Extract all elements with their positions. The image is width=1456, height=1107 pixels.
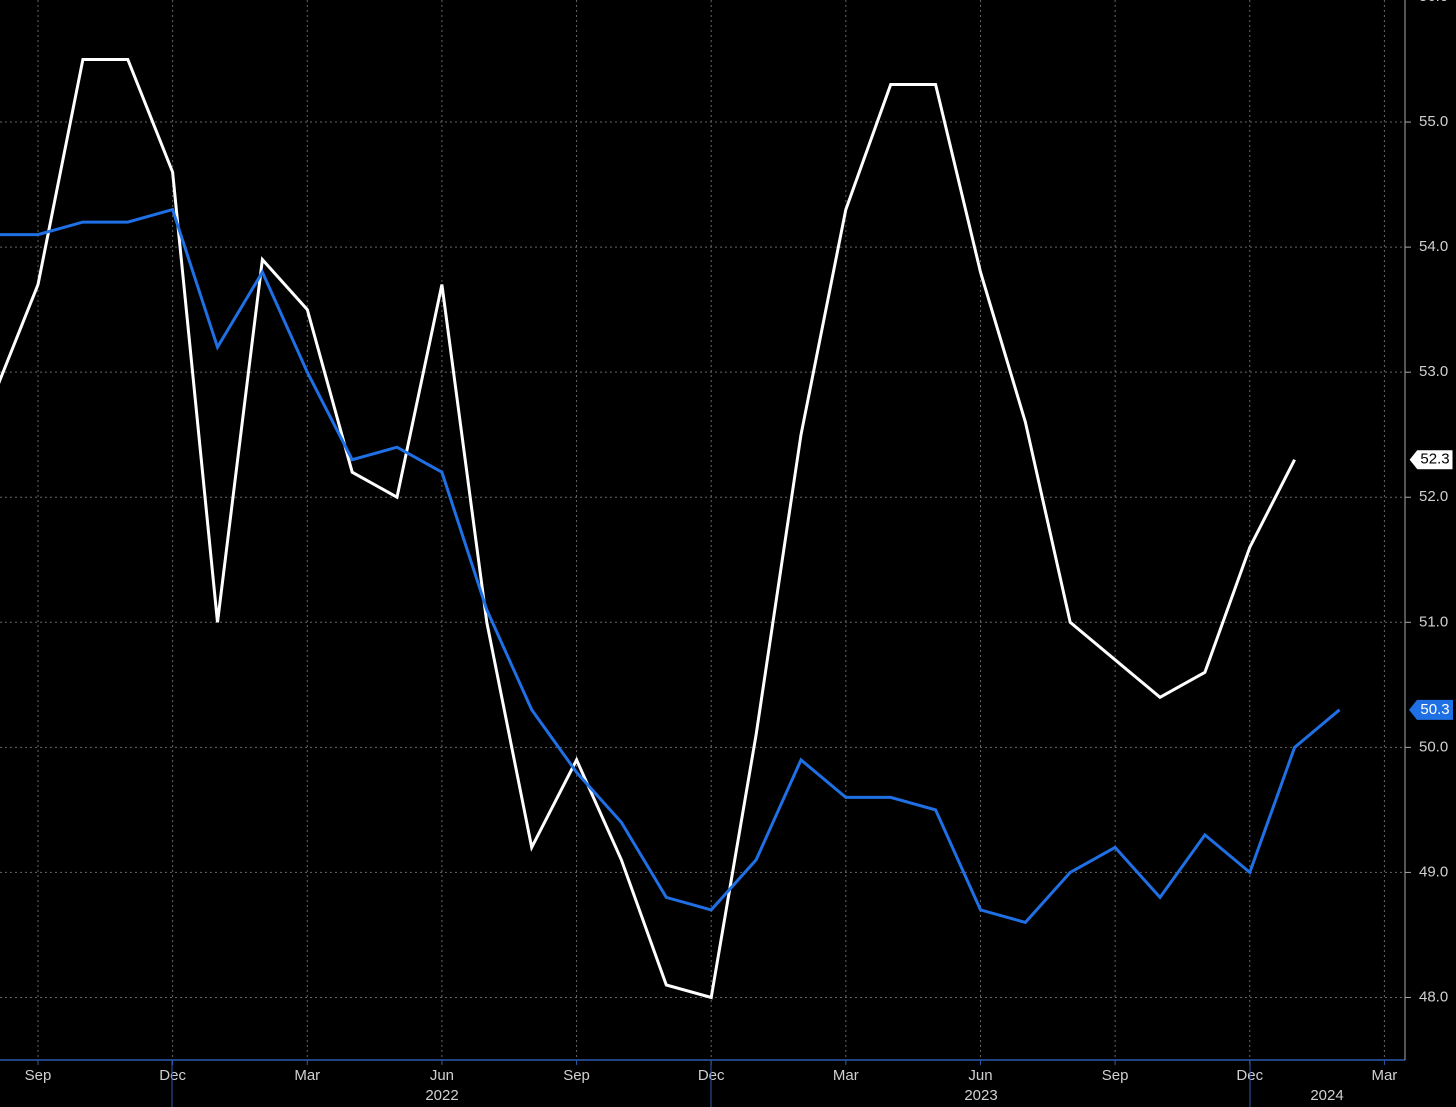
x-tick-label: Sep [563,1067,590,1084]
y-tick-label: 53.0 [1419,363,1448,380]
series-line [0,58,1296,1000]
y-tick-label: 55.0 [1419,113,1448,130]
last-value-tag [1409,699,1453,720]
last-value-label: 52.3 [1420,451,1449,468]
x-tick-label: Mar [294,1067,320,1084]
last-value-label: 50.3 [1420,701,1449,718]
x-tick-label: Dec [159,1067,186,1084]
year-label: 2024 [1310,1087,1343,1104]
y-tick-label: 56.0 [1419,0,1448,5]
x-tick-label: Sep [25,1067,52,1084]
x-tick-label: Sep [1102,1067,1129,1084]
x-tick-label: Mar [833,1067,859,1084]
year-label: 2023 [964,1087,997,1104]
year-label: 2022 [425,1087,458,1104]
y-tick-label: 51.0 [1419,613,1448,630]
last-value-tag [1408,449,1454,471]
series-line [0,207,1341,925]
y-tick-label: 52.0 [1419,488,1448,505]
y-tick-label: 54.0 [1419,238,1448,255]
y-tick-label: 49.0 [1419,863,1448,880]
x-tick-label: Jun [430,1067,454,1084]
y-tick-label: 50.0 [1419,738,1448,755]
x-tick-label: Jun [968,1067,992,1084]
x-tick-label: Mar [1371,1067,1397,1084]
y-tick-label: 48.0 [1419,988,1448,1005]
